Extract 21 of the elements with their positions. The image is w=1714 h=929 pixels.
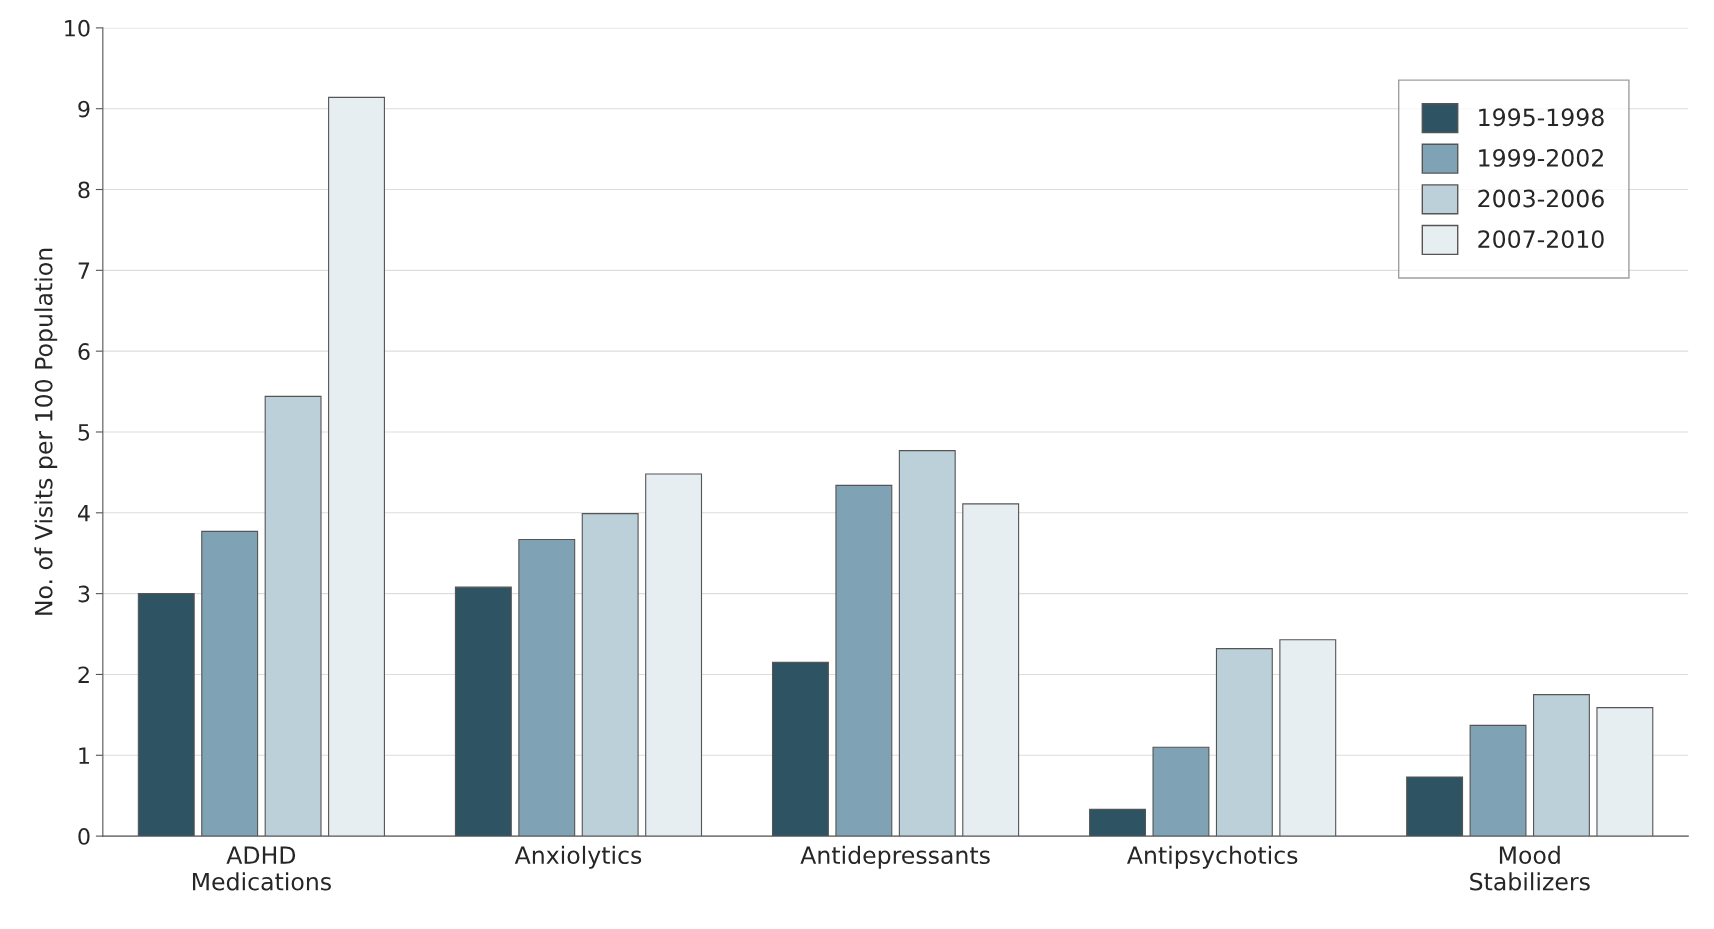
- y-tick-label: 4: [77, 505, 90, 522]
- legend-label: 2003-2006: [1478, 189, 1604, 208]
- legend-label: 1999-2002: [1479, 148, 1603, 167]
- y-tick-label: 7: [78, 262, 90, 279]
- x-tick-label: ADHD Medications: [192, 846, 331, 891]
- y-tick-label: 10: [65, 19, 90, 37]
- y-tick-label: 0: [78, 828, 90, 845]
- legend-label: 1995-1998: [1479, 108, 1604, 127]
- y-tick-label: 6: [78, 343, 90, 360]
- y-tick-label: 2: [78, 666, 89, 683]
- y-tick-label: 8: [78, 181, 90, 199]
- y-tick-label: 1: [79, 747, 89, 764]
- y-tick-label: 5: [78, 424, 90, 441]
- y-tick-label: 9: [78, 100, 90, 118]
- y-axis-title: No. of Visits per 100 Population: [34, 248, 58, 615]
- x-tick-label: Anxiolytics: [514, 845, 642, 869]
- legend-label: 2007-2010: [1478, 230, 1604, 249]
- x-tick-label: Antidepressants: [800, 845, 990, 869]
- x-tick-label: Antipsychotics: [1127, 845, 1298, 869]
- y-tick-label: 3: [78, 585, 90, 603]
- x-tick-label: Mood Stabilizers: [1470, 845, 1590, 891]
